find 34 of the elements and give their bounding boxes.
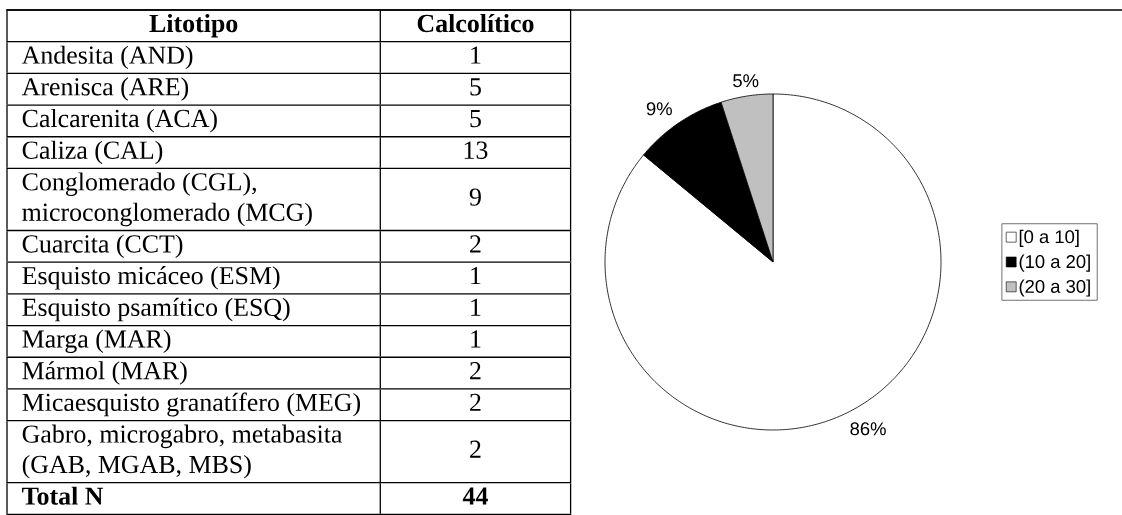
data-label: 9% — [646, 102, 672, 116]
data-label: 2 — [470, 393, 481, 411]
category-label: Conglomerado (CGL), microconglomerado (MCG) — [22, 172, 312, 227]
category-label: Arenisca (ARE) — [21, 77, 189, 101]
data-label: 1 — [471, 330, 481, 348]
category-label: Caliza (CAL) — [22, 140, 163, 165]
category-label: Andesita (AND) — [21, 45, 193, 70]
legend-label: (10 a 20] — [1019, 254, 1090, 272]
data-label: 2 — [470, 362, 481, 380]
data-label: 5 — [470, 110, 481, 128]
legend-label: [0 a 10] — [1019, 229, 1079, 247]
text: Calcolítico — [417, 13, 534, 33]
category-label: Calcarenita (ACA) — [22, 109, 217, 133]
text: Litotipo — [149, 13, 238, 38]
data-label: 86% — [850, 422, 886, 436]
text: Total N — [22, 486, 104, 505]
category-label: Esquisto micáceo (ESM) — [22, 266, 280, 290]
data-label: 1 — [471, 46, 481, 64]
category-label: Marga (MAR) — [22, 329, 171, 354]
category-label: Mármol (MAR) — [22, 361, 187, 385]
category-label: Esquisto psamítico (ESQ) — [22, 297, 290, 322]
data-label: 1 — [471, 267, 481, 285]
data-label: 5% — [733, 74, 759, 88]
category-label: Gabro, microgabro, metabasita (GAB, MGAB, MBS) — [22, 424, 343, 479]
category-label: Cuarcita (CCT) — [22, 234, 183, 258]
category-label: Micaesquisto granatífero (MEG) — [22, 392, 361, 417]
data-label: 5 — [470, 78, 481, 96]
data-label: 2 — [470, 440, 481, 458]
data-label: 9 — [469, 188, 481, 206]
legend-label: (20 a 30] — [1019, 279, 1090, 297]
text: 44 — [462, 487, 488, 505]
data-label: 2 — [470, 235, 481, 253]
data-label: 13 — [464, 141, 488, 159]
data-label: 1 — [471, 298, 481, 316]
